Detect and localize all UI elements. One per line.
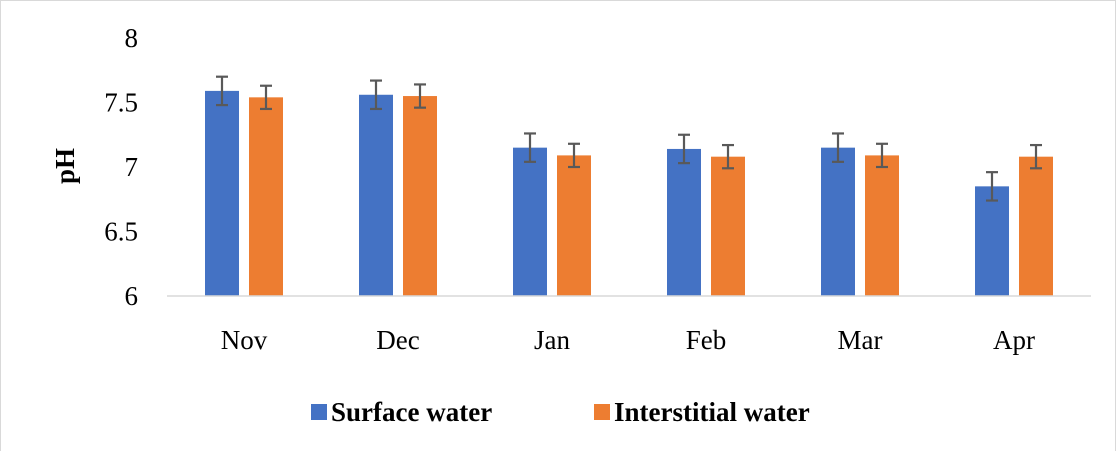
x-tick-label: Feb	[686, 325, 727, 355]
bar	[865, 155, 899, 296]
legend-swatch	[311, 404, 327, 420]
bars	[205, 90, 1053, 296]
bar	[403, 96, 437, 296]
y-axis-label: pH	[50, 148, 80, 184]
x-tick-label: Nov	[221, 325, 268, 355]
legend-label: Surface water	[331, 397, 492, 427]
error-bars	[216, 75, 1042, 202]
x-tick-label: Mar	[838, 325, 883, 355]
y-tick-label: 6	[125, 281, 139, 311]
legend-swatch	[594, 404, 610, 420]
bar	[359, 94, 393, 296]
x-tick-labels: Nov Dec Jan Feb Mar Apr	[221, 325, 1035, 355]
y-tick-label: 8	[125, 23, 139, 53]
bar	[975, 186, 1009, 296]
y-tick-label: 7	[125, 152, 139, 182]
x-tick-label: Apr	[993, 325, 1035, 355]
bar	[1019, 156, 1053, 296]
bar	[513, 147, 547, 296]
x-tick-label: Jan	[534, 325, 570, 355]
bar	[557, 155, 591, 296]
legend: Surface water Interstitial water	[311, 397, 810, 427]
y-tick-labels: 6 6.5 7 7.5 8	[104, 23, 138, 311]
bar	[667, 148, 701, 296]
bar	[249, 97, 283, 296]
bar	[821, 147, 855, 296]
bar	[205, 90, 239, 296]
y-tick-label: 6.5	[104, 217, 138, 247]
bar	[711, 156, 745, 296]
x-tick-label: Dec	[376, 325, 419, 355]
y-tick-label: 7.5	[104, 88, 138, 118]
legend-label: Interstitial water	[614, 397, 810, 427]
